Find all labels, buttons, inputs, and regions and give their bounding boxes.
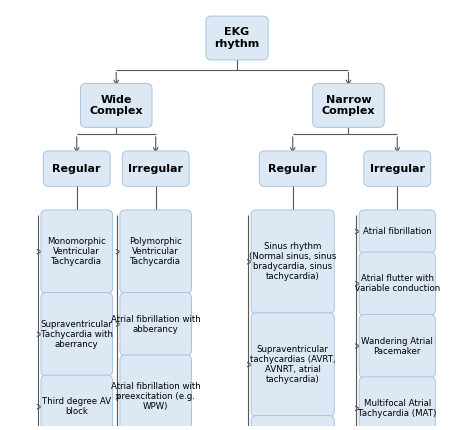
FancyBboxPatch shape: [81, 83, 152, 127]
FancyBboxPatch shape: [359, 210, 435, 253]
Text: Multifocal Atrial
Tachycardia (MAT): Multifocal Atrial Tachycardia (MAT): [358, 399, 437, 418]
FancyBboxPatch shape: [251, 313, 334, 416]
Text: Wandering Atrial
Pacemaker: Wandering Atrial Pacemaker: [361, 337, 433, 356]
FancyBboxPatch shape: [41, 292, 112, 376]
Text: Atrial fibrillation: Atrial fibrillation: [363, 227, 432, 236]
FancyBboxPatch shape: [313, 83, 384, 127]
FancyBboxPatch shape: [251, 415, 334, 430]
FancyBboxPatch shape: [364, 151, 431, 186]
FancyBboxPatch shape: [41, 210, 112, 293]
FancyBboxPatch shape: [41, 375, 112, 430]
FancyBboxPatch shape: [259, 151, 326, 186]
Text: Regular: Regular: [268, 164, 317, 174]
Text: Wide
Complex: Wide Complex: [90, 95, 143, 116]
Text: EKG
rhythm: EKG rhythm: [214, 28, 260, 49]
Text: Irregular: Irregular: [128, 164, 183, 174]
FancyBboxPatch shape: [359, 314, 435, 378]
FancyBboxPatch shape: [43, 151, 110, 186]
Text: Supraventricular
Tachycardia with
aberrancy: Supraventricular Tachycardia with aberra…: [41, 320, 113, 349]
Text: Sinus rhythm
(Normal sinus, sinus
bradycardia, sinus
tachycardia): Sinus rhythm (Normal sinus, sinus bradyc…: [249, 242, 337, 281]
Text: Atrial flutter with
variable conduction: Atrial flutter with variable conduction: [355, 274, 440, 293]
Text: Atrial fibrillation with
preexcitation (e.g.
WPW): Atrial fibrillation with preexcitation (…: [111, 382, 201, 411]
FancyBboxPatch shape: [120, 292, 191, 356]
FancyBboxPatch shape: [206, 16, 268, 60]
FancyBboxPatch shape: [359, 252, 435, 315]
FancyBboxPatch shape: [122, 151, 189, 186]
Text: Third degree AV
block: Third degree AV block: [42, 397, 111, 416]
Text: Narrow
Complex: Narrow Complex: [322, 95, 375, 116]
Text: Irregular: Irregular: [370, 164, 425, 174]
FancyBboxPatch shape: [359, 377, 435, 430]
FancyBboxPatch shape: [120, 355, 191, 430]
Text: Atrial fibrillation with
abberancy: Atrial fibrillation with abberancy: [111, 315, 201, 334]
Text: Supraventricular
tachycardias (AVRT,
AVNRT, atrial
tachycardia): Supraventricular tachycardias (AVRT, AVN…: [250, 345, 336, 384]
Text: Monomorphic
Ventricular
Tachycardia: Monomorphic Ventricular Tachycardia: [47, 237, 106, 266]
FancyBboxPatch shape: [120, 210, 191, 293]
Text: Polymorphic
Ventricular
Tachycardia: Polymorphic Ventricular Tachycardia: [129, 237, 182, 266]
Text: Regular: Regular: [53, 164, 101, 174]
FancyBboxPatch shape: [251, 210, 334, 313]
